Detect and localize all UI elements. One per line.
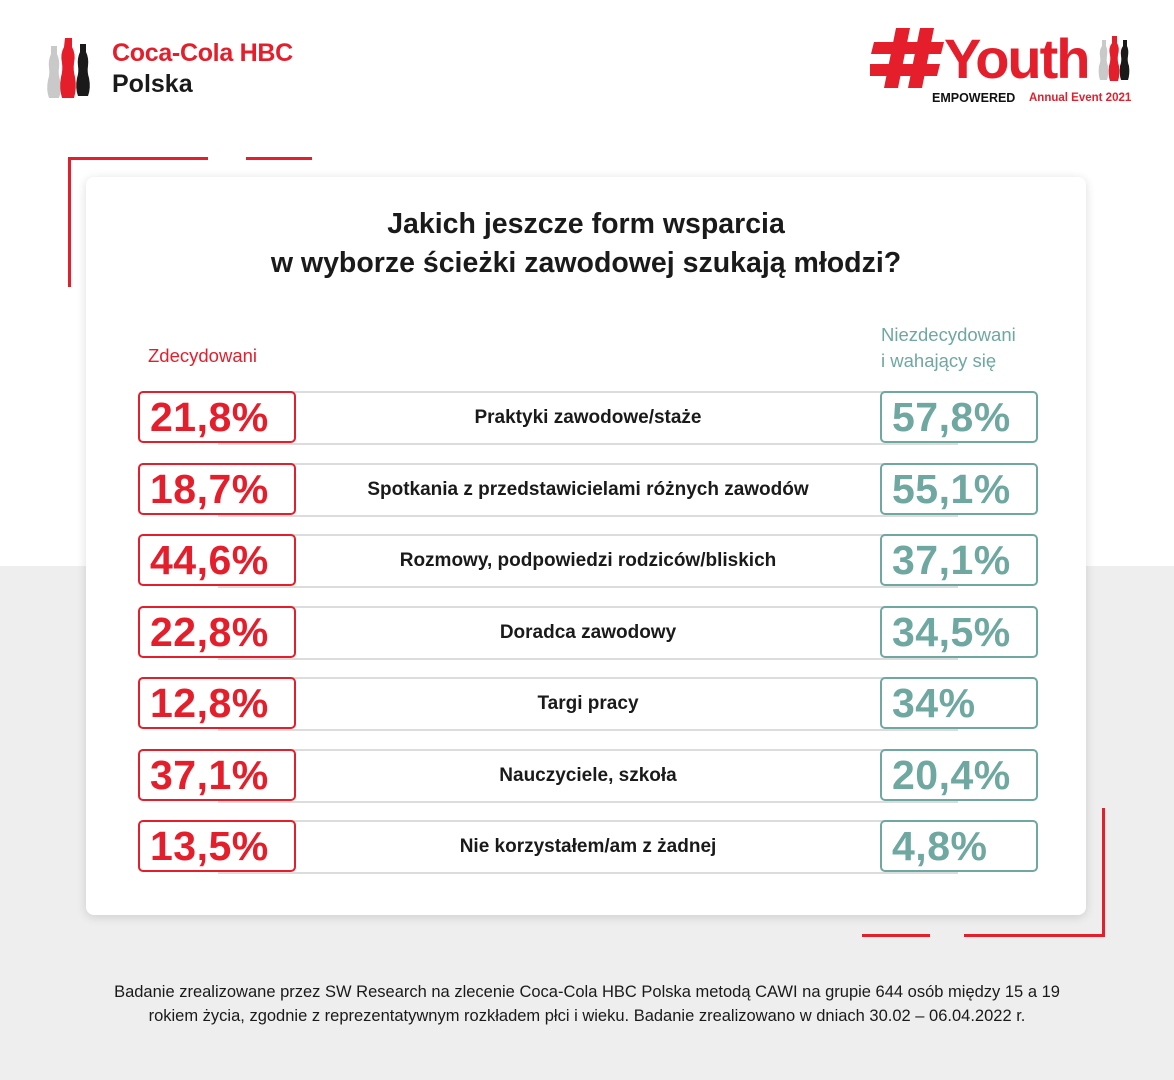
value-decided: 22,8% <box>138 605 296 658</box>
brand-subtitle: Polska <box>112 70 193 98</box>
row-divider <box>218 462 958 517</box>
row-category-label: Targi pracy <box>537 693 639 714</box>
row-divider <box>218 748 958 803</box>
legend-undecided-line: i wahający się <box>881 350 997 371</box>
legend-undecided-line: Niezdecydowani <box>881 324 1016 345</box>
frame-line-top-short <box>246 157 312 160</box>
event-annual: Annual Event 2021 <box>1029 92 1132 104</box>
value-decided: 18,7% <box>138 462 296 515</box>
row-category-label: Rozmowy, podpowiedzi rodziców/bliskich <box>399 550 777 571</box>
chart-title: Jakich jeszcze form wsparcia w wyborze ś… <box>86 205 1086 283</box>
table-row: 22,8% Doradca zawodowy 34,5% <box>138 605 1038 660</box>
row-category-label: Praktyki zawodowe/staże <box>474 407 702 428</box>
footer-note: Badanie zrealizowane przez SW Research n… <box>40 980 1134 1028</box>
value-undecided: 34% <box>880 677 1038 729</box>
bottles-icon <box>47 38 90 98</box>
row-category-label: Spotkania z przedstawicielami różnych za… <box>367 478 809 500</box>
value-undecided: 37,1% <box>880 534 1038 586</box>
value-undecided: 57,8% <box>880 391 1038 443</box>
row-divider <box>218 605 958 660</box>
value-decided: 21,8% <box>138 391 296 443</box>
frame-line-top-left-vertical <box>68 157 71 287</box>
frame-line-bottom-right-horizontal <box>964 934 1105 937</box>
frame-line-bottom-short <box>862 934 930 937</box>
value-decided: 37,1% <box>138 748 296 801</box>
table-row: 18,7% Spotkania z przedstawicielami różny… <box>138 462 1038 517</box>
legend-undecided: Niezdecydowani i wahający się <box>881 322 1016 374</box>
brand-logo: Coca-Cola HBC Polska <box>46 36 346 106</box>
row-category-label: Doradca zawodowy <box>499 621 677 643</box>
frame-line-bottom-right-vertical <box>1102 808 1105 937</box>
value-undecided: 4,8% <box>880 820 1038 872</box>
row-divider <box>218 820 958 874</box>
event-empowered: EMPOWERED <box>932 91 1016 105</box>
table-row: 12,8% Targi pracy 34% <box>138 677 1038 731</box>
value-decided: 12,8% <box>138 677 296 729</box>
table-row: 13,5% Nie korzystałem/am z żadnej 4,8% <box>138 820 1038 874</box>
youth-logo-icon: Youth <box>870 27 1130 90</box>
row-divider <box>218 677 958 731</box>
row-divider <box>218 534 958 588</box>
frame-line-top-left-horizontal <box>68 157 208 160</box>
row-category-label: Nie korzystałem/am z żadnej <box>459 836 717 857</box>
value-decided: 44,6% <box>138 534 296 586</box>
legend-decided: Zdecydowani <box>148 345 258 366</box>
chart-card: Jakich jeszcze form wsparcia w wyborze ś… <box>86 177 1086 915</box>
value-undecided: 20,4% <box>880 748 1038 801</box>
table-row: 37,1% Nauczyciele, szkoła 20,4% <box>138 748 1038 803</box>
svg-text:Youth: Youth <box>944 27 1088 90</box>
event-logo: Youth EMPOWERED Annual Event 2021 <box>870 26 1140 112</box>
value-undecided: 34,5% <box>880 605 1038 658</box>
chart-title-line: Jakich jeszcze form wsparcia <box>387 208 785 240</box>
value-decided: 13,5% <box>138 820 296 872</box>
footer-line: rokiem życia, zgodnie z reprezentatywnym… <box>148 1007 1026 1025</box>
row-category-label: Nauczyciele, szkoła <box>499 764 677 786</box>
chart-title-line: w wyborze ścieżki zawodowej szukają młod… <box>270 247 902 279</box>
brand-name: Coca-Cola HBC <box>112 39 293 67</box>
footer-line: Badanie zrealizowane przez SW Research n… <box>114 983 1060 1001</box>
value-undecided: 55,1% <box>880 462 1038 515</box>
table-row: 21,8% Praktyki zawodowe/staże 57,8% <box>138 391 1038 445</box>
row-divider <box>218 391 958 445</box>
table-row: 44,6% Rozmowy, podpowiedzi rodziców/blisk… <box>138 534 1038 588</box>
